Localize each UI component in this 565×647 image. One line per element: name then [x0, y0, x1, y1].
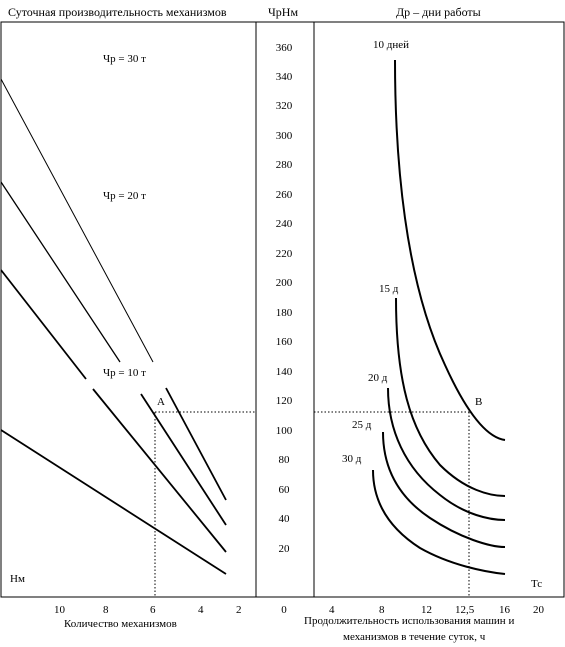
curve-25-days: [382, 431, 506, 548]
scale-tick: 320: [276, 100, 293, 112]
right-x-tick: 8: [379, 604, 385, 616]
left-x-tick: 2: [236, 604, 242, 616]
left-x-ticks: 10 8 6 4 2: [54, 604, 242, 616]
right-x-tick: 16: [499, 604, 511, 616]
right-x-tick: 12,5: [455, 604, 475, 616]
right-curves: [372, 59, 506, 575]
line-chr-20-lower: [140, 393, 227, 526]
right-x-tick: 4: [329, 604, 335, 616]
scale-tick: 260: [276, 189, 293, 201]
curve-label-25-days: 25 д: [352, 419, 372, 431]
guide-lines: [154, 411, 470, 597]
frame: [0, 21, 565, 598]
left-x-tick: 6: [150, 604, 156, 616]
scale-tick: 280: [276, 159, 293, 171]
curve-label-30-days: 30 д: [342, 453, 362, 465]
line-chr-10-upper: [0, 269, 87, 380]
corner-label-tc: Тс: [531, 578, 542, 590]
scale-tick: 20: [279, 543, 291, 555]
point-label-a: А: [157, 396, 165, 408]
curve-label-15-days: 15 д: [379, 283, 399, 295]
right-x-tick: 20: [533, 604, 545, 616]
left-x-tick: 8: [103, 604, 109, 616]
scale-tick: 120: [276, 395, 293, 407]
point-label-b: В: [475, 396, 482, 408]
line-chr-10-lower: [92, 388, 227, 553]
left-header: Суточная производительность механизмов: [8, 5, 227, 19]
right-bottom-caption-line1: Продолжительность использования машин и: [304, 615, 514, 627]
scale-tick: 140: [276, 366, 293, 378]
scale-tick: 80: [279, 454, 291, 466]
line-chr-30-lower: [165, 387, 227, 501]
right-x-tick: 12: [421, 604, 432, 616]
curve-30-days: [372, 469, 506, 575]
middle-header: ЧрНм: [268, 5, 298, 19]
left-x-tick: 10: [54, 604, 66, 616]
line-chr-20-upper: [0, 181, 121, 363]
curve-label-20-days: 20 д: [368, 372, 388, 384]
scale-tick: 180: [276, 307, 293, 319]
line-label-chr-20: Чр = 20 т: [103, 190, 146, 202]
scale-tick: 220: [276, 248, 293, 260]
left-bottom-caption: Количество механизмов: [64, 618, 177, 630]
curve-20-days: [387, 387, 506, 521]
right-x-ticks: 4 8 12 12,5 16 20: [329, 604, 545, 616]
scale-tick: 240: [276, 218, 293, 230]
scale-tick: 200: [276, 277, 293, 289]
scale-tick: 0: [281, 604, 287, 616]
scale-tick: 100: [276, 425, 293, 437]
scale-tick: 160: [276, 336, 293, 348]
outer-border: [0, 21, 565, 598]
scale-tick: 300: [276, 130, 293, 142]
scale-tick: 360: [276, 42, 293, 54]
curve-10-days: [394, 59, 506, 441]
middle-scale: 360 340 320 300 280 260 240 220 200 180 …: [276, 42, 293, 616]
line-chr-30-upper: [0, 78, 154, 363]
right-header: Др – дни работы: [396, 5, 481, 19]
scale-tick: 60: [279, 484, 291, 496]
line-label-chr-10: Чр = 10 т: [103, 367, 146, 379]
curve-15-days: [395, 297, 506, 497]
left-lines: [0, 78, 227, 575]
left-x-tick: 4: [198, 604, 204, 616]
line-label-chr-30: Чр = 30 т: [103, 53, 146, 65]
curve-label-10-days: 10 дней: [373, 39, 409, 51]
line-base: [0, 429, 227, 575]
corner-label-nm: Нм: [10, 573, 25, 585]
scale-tick: 340: [276, 71, 293, 83]
right-bottom-caption-line2: механизмов в течение суток, ч: [343, 631, 486, 643]
scale-tick: 40: [279, 513, 291, 525]
